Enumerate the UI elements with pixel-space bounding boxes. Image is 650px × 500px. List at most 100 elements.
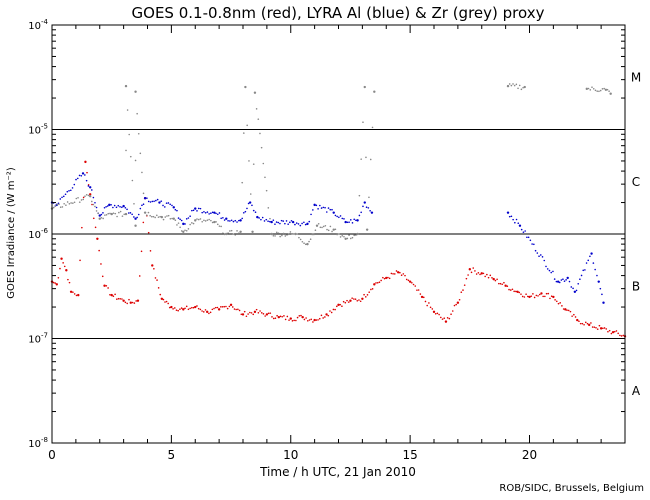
- data-point: [228, 305, 231, 308]
- data-point: [265, 313, 269, 316]
- data-point: [344, 301, 347, 304]
- data-point: [68, 202, 71, 205]
- data-point: [615, 330, 618, 332]
- data-point: [620, 335, 623, 337]
- data-point: [231, 306, 234, 308]
- data-point: [521, 295, 524, 298]
- data-point: [236, 230, 238, 232]
- data-point: [71, 187, 74, 189]
- data-point: [172, 308, 174, 310]
- data-point: [206, 211, 209, 213]
- data-point: [109, 293, 111, 296]
- data-point: [80, 174, 83, 177]
- data-point: [142, 192, 145, 195]
- data-point: [522, 231, 525, 233]
- data-point: [556, 280, 560, 283]
- data-point: [171, 204, 173, 207]
- data-point: [167, 214, 170, 217]
- data-point: [321, 226, 323, 229]
- data-point: [229, 220, 231, 222]
- data-point: [598, 324, 601, 327]
- data-point: [592, 262, 595, 264]
- data-point: [176, 224, 178, 226]
- data-point: [177, 217, 180, 219]
- data-point: [211, 221, 214, 224]
- data-point: [265, 189, 268, 192]
- data-point: [95, 210, 98, 212]
- data-point: [271, 316, 273, 318]
- data-point: [73, 183, 76, 186]
- data-point: [135, 300, 137, 302]
- data-point: [209, 311, 212, 314]
- data-point: [167, 302, 169, 305]
- data-point: [524, 230, 526, 232]
- data-point: [100, 216, 103, 219]
- data-point: [358, 299, 360, 301]
- data-point: [324, 224, 327, 227]
- data-point: [156, 214, 158, 217]
- data-point: [63, 265, 66, 268]
- data-point: [260, 218, 262, 221]
- data-point: [301, 315, 304, 319]
- data-point: [518, 84, 521, 87]
- data-point: [546, 268, 549, 270]
- data-point: [180, 307, 183, 309]
- data-point: [270, 220, 273, 224]
- data-point: [131, 179, 134, 182]
- data-point: [253, 310, 257, 314]
- data-point: [371, 288, 374, 290]
- data-point: [560, 279, 563, 281]
- data-point: [434, 312, 437, 315]
- data-point: [566, 276, 569, 280]
- data-point: [365, 206, 368, 209]
- data-point: [569, 310, 572, 313]
- data-point: [436, 312, 439, 315]
- data-point: [62, 262, 64, 264]
- data-point: [312, 209, 314, 211]
- flare-class-labels: A B C M: [631, 70, 641, 398]
- data-point: [366, 294, 369, 296]
- data-point: [301, 240, 304, 243]
- data-point: [192, 222, 195, 225]
- data-point: [590, 322, 592, 324]
- data-point: [94, 201, 96, 204]
- data-point: [501, 283, 504, 286]
- data-point: [172, 217, 175, 220]
- data-point: [180, 219, 183, 222]
- data-point: [349, 299, 352, 302]
- data-point: [451, 310, 454, 312]
- y-tick-label: 10-8: [28, 436, 48, 450]
- data-point: [510, 84, 513, 87]
- data-point: [580, 274, 583, 277]
- data-point: [390, 272, 393, 275]
- data-point: [134, 217, 137, 220]
- data-point: [213, 307, 215, 310]
- data-point: [288, 319, 290, 321]
- data-point: [308, 240, 310, 243]
- data-point: [59, 267, 61, 270]
- data-point: [552, 270, 554, 273]
- data-point: [100, 263, 102, 265]
- data-point: [274, 235, 276, 237]
- data-point: [208, 213, 210, 215]
- data-point: [272, 234, 275, 237]
- data-point: [509, 289, 512, 291]
- data-point: [542, 295, 544, 298]
- data-point: [325, 313, 328, 316]
- data-point: [239, 230, 242, 233]
- data-point: [153, 267, 155, 270]
- data-point: [360, 211, 362, 214]
- data-point: [306, 242, 309, 246]
- data-point: [324, 206, 326, 209]
- data-point: [339, 236, 342, 238]
- data-point: [211, 211, 214, 214]
- data-point: [444, 320, 448, 323]
- data-point: [515, 83, 518, 86]
- data-point: [315, 319, 318, 321]
- data-point: [599, 287, 602, 290]
- data-point: [598, 90, 600, 93]
- data-point: [105, 206, 107, 208]
- data-point: [559, 302, 561, 304]
- data-point: [514, 221, 516, 224]
- data-point: [308, 220, 311, 223]
